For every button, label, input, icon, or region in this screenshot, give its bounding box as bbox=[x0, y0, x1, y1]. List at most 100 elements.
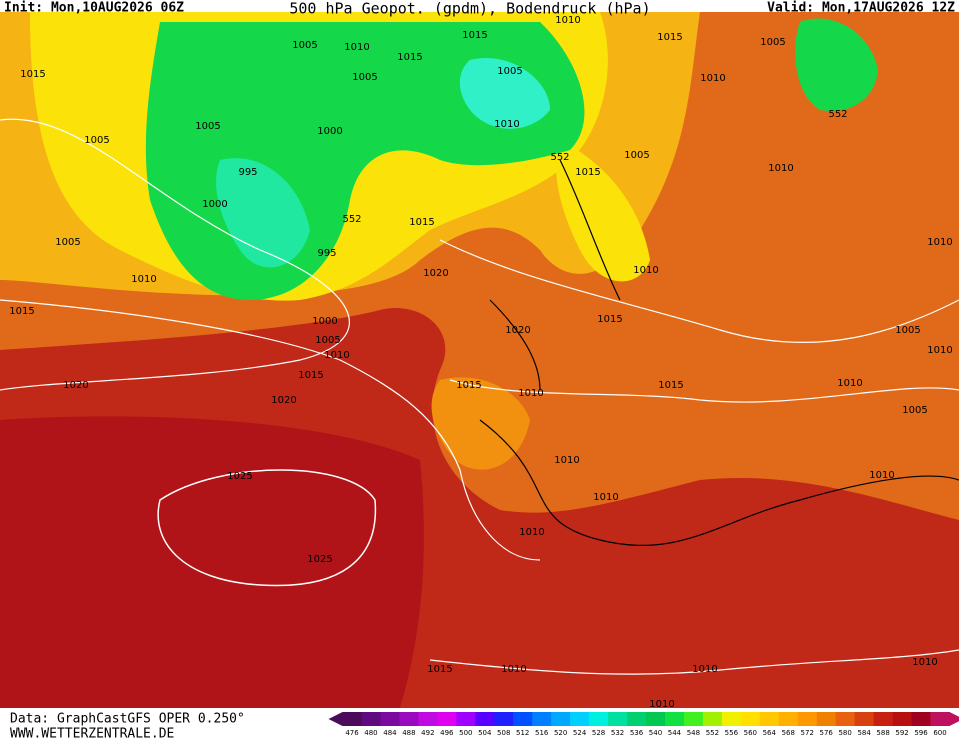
colorbar-tick-label: 540 bbox=[649, 729, 662, 737]
colorbar-tick-label: 480 bbox=[364, 729, 377, 737]
colorbar-swatch bbox=[551, 712, 571, 726]
colorbar-tick-label: 484 bbox=[383, 729, 397, 737]
colorbar-tick-label: 544 bbox=[668, 729, 682, 737]
colorbar-swatch bbox=[589, 712, 609, 726]
isobar-label: 1010 bbox=[131, 274, 156, 285]
isobar-label: 995 bbox=[238, 167, 257, 178]
website: WWW.WETTERZENTRALE.DE bbox=[10, 727, 174, 741]
isobar-label: 1010 bbox=[692, 664, 717, 675]
isobar-label: 1015 bbox=[9, 306, 34, 317]
isobar-label: 1015 bbox=[597, 314, 622, 325]
isobar-label: 1015 bbox=[427, 664, 452, 675]
colorbar-tick-label: 580 bbox=[838, 729, 851, 737]
colorbar: 476 480 484 488 492 496 500 504 508 512 516 520 524 5… bbox=[328, 712, 959, 737]
isobar-label: 1015 bbox=[409, 217, 434, 228]
colorbar-swatch bbox=[835, 712, 856, 726]
isobar-label: 1005 bbox=[292, 40, 317, 51]
valid-time: Valid: Mon,17AUG2026 12Z bbox=[767, 1, 955, 16]
isobar-label: 1010 bbox=[927, 345, 952, 356]
colorbar-swatch bbox=[721, 712, 742, 726]
isobar-label: 1005 bbox=[55, 237, 80, 248]
map-background bbox=[0, 12, 959, 708]
isobar-label: 1015 bbox=[575, 167, 600, 178]
colorbar-tick-label: 532 bbox=[611, 729, 624, 737]
isobar-label: 1010 bbox=[344, 42, 369, 53]
colorbar-tick-label: 572 bbox=[801, 729, 814, 737]
colorbar-swatch bbox=[873, 712, 894, 726]
isobar-label: 995 bbox=[317, 248, 336, 259]
colorbar-tick-label: 560 bbox=[744, 729, 757, 737]
colorbar-swatch bbox=[854, 712, 875, 726]
colorbar-swatch bbox=[892, 712, 913, 726]
colorbar-tick-label: 512 bbox=[516, 729, 529, 737]
isobar-label: 1010 bbox=[501, 664, 526, 675]
isobar-label: 1010 bbox=[837, 378, 862, 389]
colorbar-tick-label: 588 bbox=[876, 729, 889, 737]
colorbar-swatch bbox=[418, 712, 438, 726]
colorbar-swatch bbox=[702, 712, 723, 726]
isobar-label: 1010 bbox=[700, 73, 725, 84]
colorbar-swatch bbox=[608, 712, 628, 726]
isobar-label: 1005 bbox=[895, 325, 920, 336]
colorbar-tick-label: 516 bbox=[535, 729, 549, 737]
isobar-label: 1010 bbox=[927, 237, 952, 248]
isobar-label: 1005 bbox=[624, 150, 649, 161]
colorbar-tick-label: 500 bbox=[459, 729, 472, 737]
isobar-label: 1015 bbox=[20, 69, 45, 80]
colorbar-swatch bbox=[759, 712, 780, 726]
colorbar-tick-label: 476 bbox=[345, 729, 359, 737]
colorbar-tick-label: 524 bbox=[573, 729, 587, 737]
colorbar-swatch bbox=[740, 712, 761, 726]
colorbar-swatch bbox=[342, 712, 362, 726]
isobar-label: 1005 bbox=[760, 37, 785, 48]
colorbar-tick-label: 568 bbox=[782, 729, 795, 737]
colorbar-swatch bbox=[816, 712, 837, 726]
isobar-label: 1000 bbox=[312, 316, 337, 327]
isobar-label: 1015 bbox=[298, 370, 323, 381]
colorbar-tick-label: 576 bbox=[820, 729, 834, 737]
isobar-label: 1015 bbox=[456, 380, 481, 391]
isobar-label: 552 bbox=[342, 214, 361, 225]
colorbar-swatch bbox=[380, 712, 400, 726]
colorbar-swatch bbox=[494, 712, 514, 726]
isobar-label: 1010 bbox=[593, 492, 618, 503]
colorbar-tick-label: 548 bbox=[687, 729, 700, 737]
isobar-label: 552 bbox=[828, 109, 847, 120]
isobar-label: 1020 bbox=[63, 380, 88, 391]
colorbar-swatch bbox=[399, 712, 419, 726]
isobar-label: 1020 bbox=[271, 395, 296, 406]
colorbar-swatch bbox=[570, 712, 590, 726]
colorbar-swatch bbox=[627, 712, 647, 726]
isobar-label: 1010 bbox=[324, 350, 349, 361]
colorbar-swatch bbox=[646, 712, 666, 726]
isobar-label: 1005 bbox=[497, 66, 522, 77]
map-title: 500 hPa Geopot. (gpdm), Bodendruck (hPa) bbox=[289, 0, 650, 18]
isobar-label: 1000 bbox=[317, 126, 342, 137]
colorbar-tick-label: 504 bbox=[478, 729, 492, 737]
colorbar-swatch bbox=[532, 712, 552, 726]
colorbar-tick-label: 492 bbox=[421, 729, 434, 737]
colorbar-tick-label: 600 bbox=[933, 729, 946, 737]
isobar-label: 1000 bbox=[202, 199, 227, 210]
isobar-label: 1020 bbox=[505, 325, 530, 336]
isobar-label: 1010 bbox=[768, 163, 793, 174]
isobar-label: 1015 bbox=[658, 380, 683, 391]
isobar-label: 1010 bbox=[554, 455, 579, 466]
colorbar-swatch bbox=[664, 712, 685, 726]
isobar-label: 1005 bbox=[84, 135, 109, 146]
isobar-label: 1025 bbox=[227, 471, 252, 482]
colorbar-tick-label: 564 bbox=[763, 729, 777, 737]
colorbar-arrow-left bbox=[328, 712, 343, 726]
isobar-label: 1025 bbox=[307, 554, 332, 565]
colorbar-tick-label: 488 bbox=[402, 729, 415, 737]
colorbar-arrow-right bbox=[949, 712, 959, 726]
colorbar-tick-label: 584 bbox=[857, 729, 871, 737]
colorbar-tick-label: 508 bbox=[497, 729, 510, 737]
colorbar-tick-label: 528 bbox=[592, 729, 605, 737]
colorbar-tick-label: 520 bbox=[554, 729, 567, 737]
isobar-label: 1010 bbox=[518, 388, 543, 399]
colorbar-swatch bbox=[911, 712, 932, 726]
colorbar-tick-label: 596 bbox=[914, 729, 928, 737]
